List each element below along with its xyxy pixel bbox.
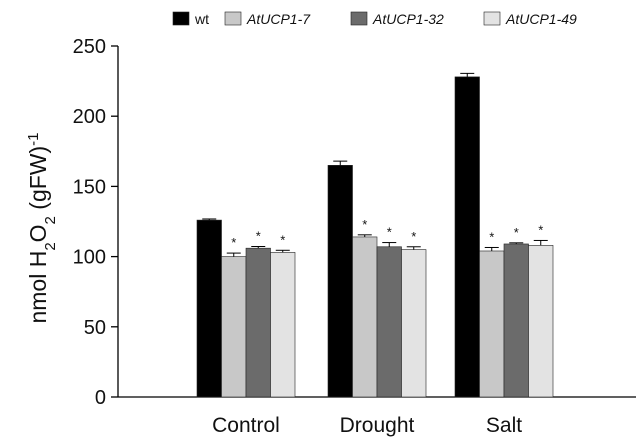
legend-swatch [483, 11, 501, 26]
y-axis: 0 50 100 150 200 250 [73, 36, 119, 409]
bar [528, 245, 554, 398]
legend-swatch [224, 11, 242, 26]
significance-marker: * [280, 232, 285, 247]
bar [196, 219, 222, 398]
legend-label: wt [194, 11, 209, 27]
bar [352, 236, 378, 398]
bar [503, 243, 529, 398]
bar [401, 249, 427, 398]
y-tick-label: 50 [84, 317, 106, 339]
x-category-label: Salt [486, 414, 522, 437]
significance-marker: * [538, 222, 543, 237]
bar [221, 256, 247, 398]
bar [376, 246, 402, 398]
legend-label: AtUCP1-32 [372, 11, 444, 27]
significance-marker: * [362, 217, 367, 232]
significance-marker: * [231, 235, 236, 250]
bars: * * * * * * * * * [196, 72, 554, 398]
ylabel-part: nmol H [25, 251, 51, 324]
significance-marker: * [514, 225, 519, 240]
ylabel-sub: 2 [42, 216, 59, 224]
y-tick-label: 150 [73, 176, 106, 198]
x-category-label: Control [212, 414, 280, 437]
significance-marker: * [387, 225, 392, 240]
y-tick-label: 200 [73, 106, 106, 128]
significance-marker: * [489, 229, 494, 244]
ylabel-sup: -1 [25, 132, 42, 145]
ylabel-part: (gFW) [25, 146, 51, 216]
ylabel-sub: 2 [42, 242, 59, 250]
bar [245, 247, 271, 398]
bar [270, 252, 296, 398]
bar [479, 250, 505, 398]
bar [327, 165, 353, 398]
significance-marker: * [411, 229, 416, 244]
y-tick-label: 0 [95, 387, 106, 409]
legend-swatch [172, 11, 190, 26]
significance-marker: * [256, 228, 261, 243]
ylabel-part: O [25, 224, 51, 242]
y-axis-label: nmol H2O2 (gFW)-1 [25, 132, 59, 323]
legend-label: AtUCP1-49 [505, 11, 577, 27]
y-tick-label: 100 [73, 247, 106, 269]
bar [454, 76, 480, 398]
y-tick-label: 250 [73, 36, 106, 58]
x-axis: Control Drought Salt [118, 396, 636, 437]
x-category-label: Drought [340, 414, 415, 437]
legend-label: AtUCP1-7 [246, 11, 311, 27]
legend: wt AtUCP1-7 AtUCP1-32 AtUCP1-49 [172, 11, 577, 27]
legend-swatch [350, 11, 368, 26]
